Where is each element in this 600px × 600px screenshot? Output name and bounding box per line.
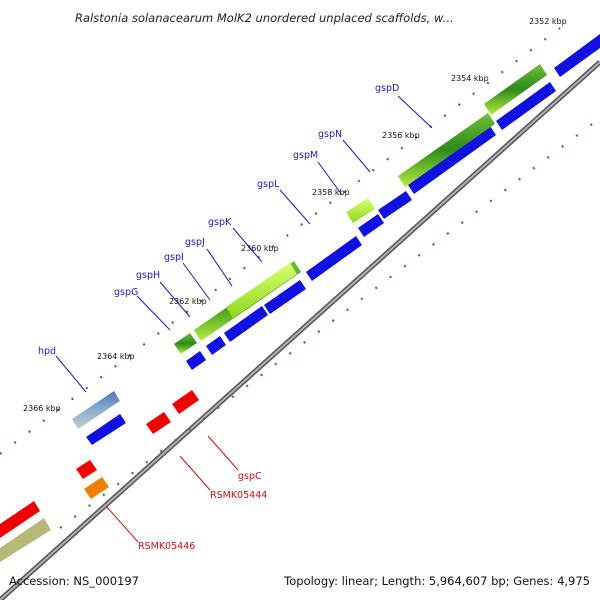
bottom-leader-lines [105, 435, 239, 543]
cds-block[interactable] [496, 82, 556, 130]
gene-label: RSMK05444 [210, 490, 267, 501]
cds-block[interactable] [186, 351, 206, 370]
gene-label: gspK [208, 217, 232, 228]
cds-block[interactable] [206, 336, 226, 355]
cds-block[interactable] [238, 306, 268, 332]
gene-block[interactable] [174, 333, 197, 354]
cds-track [86, 34, 600, 445]
rna-block[interactable] [172, 390, 199, 414]
gene-label: gspJ [185, 237, 205, 248]
scale-label: 2362 kbp [169, 297, 207, 306]
gene-track [72, 64, 547, 429]
gene-label: gspL [257, 179, 280, 190]
accession-text: Accession: NS_000197 [9, 574, 139, 588]
olive-block[interactable] [0, 518, 51, 562]
topology-stats-text: Topology: linear; Length: 5,964,607 bp; … [283, 574, 590, 588]
bottom-gene-labels: gspC RSMK05444 RSMK05446 [138, 471, 267, 552]
backbone-highlight [0, 61, 600, 600]
cds-block[interactable] [554, 34, 600, 77]
scale-labels: 2352 kbp 2354 kbp 2356 kbp 2358 kbp 2360… [23, 17, 567, 413]
cds-block[interactable] [86, 414, 126, 445]
cds-block[interactable] [264, 280, 306, 314]
gene-label: gspH [136, 270, 160, 281]
hpd-gene-block[interactable] [72, 391, 120, 429]
scale-label: 2360 kbp [241, 244, 279, 253]
cds-block[interactable] [224, 323, 244, 342]
inner-tick-track [59, 117, 600, 529]
gene-block[interactable] [398, 113, 495, 187]
gene-block[interactable] [226, 263, 297, 318]
scale-label: 2352 kbp [529, 17, 567, 26]
gene-label: gspG [114, 287, 138, 298]
gene-label: hpd [38, 346, 56, 357]
scale-label: 2366 kbp [23, 404, 61, 413]
cds-block[interactable] [378, 191, 412, 219]
rna-block[interactable] [76, 460, 97, 479]
gene-label: gspN [318, 129, 342, 140]
scale-label: 2358 kbp [312, 188, 350, 197]
top-leader-lines [55, 95, 433, 393]
gene-label: RSMK05446 [138, 541, 195, 552]
gene-label: gspC [238, 471, 262, 482]
scale-label: 2354 kbp [451, 74, 489, 83]
gene-block[interactable] [346, 198, 375, 223]
cds-block[interactable] [306, 236, 362, 281]
rna-block[interactable] [146, 412, 171, 434]
scale-label: 2356 kbp [382, 131, 420, 140]
bottom-feature-track [0, 390, 199, 562]
scale-label: 2364 kbp [97, 352, 135, 361]
gene-label: gspD [375, 83, 399, 94]
orange-block[interactable] [84, 477, 109, 499]
cds-block[interactable] [408, 126, 496, 194]
gene-label: gspM [293, 150, 318, 161]
rna-block[interactable] [0, 501, 40, 538]
gene-block[interactable] [484, 64, 547, 115]
map-title: Ralstonia solanacearum MolK2 unordered u… [75, 11, 454, 25]
top-gene-labels: gspD gspN gspM gspL gspK gspJ gspI gspH … [38, 83, 399, 357]
cds-block[interactable] [358, 214, 384, 237]
gene-label: gspI [164, 252, 184, 263]
